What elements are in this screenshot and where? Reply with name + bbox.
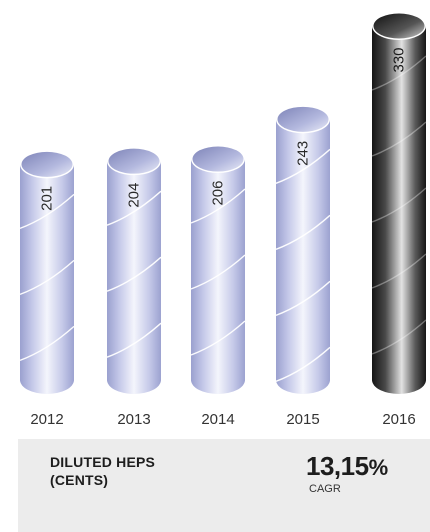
bar-top — [192, 146, 244, 172]
bar-seam — [190, 320, 246, 356]
bar-seam — [371, 319, 427, 355]
x-tick-label: 2012 — [30, 411, 63, 428]
bar-chart: 201 2012 204 2013 206 2014 243 2015 330 2016 — [19, 12, 427, 428]
x-tick-label: 2013 — [117, 411, 150, 428]
x-tick-label: 2015 — [286, 411, 319, 428]
bar-seam — [106, 256, 162, 292]
bar-value-label: 206 — [210, 181, 227, 206]
bar-2014 — [190, 145, 246, 394]
x-tick-label: 2014 — [201, 411, 234, 428]
bar-seam — [275, 148, 331, 184]
cagr-label: CAGR — [309, 483, 341, 495]
bar-seam — [106, 190, 162, 226]
metric-title-line2: (CENTS) — [50, 472, 109, 488]
x-tick-label: 2016 — [382, 411, 415, 428]
bar-seam — [371, 55, 427, 91]
footer-panel: DILUTED HEPS (CENTS) 13,15% CAGR — [18, 439, 430, 532]
bar-seam — [371, 253, 427, 289]
metric-title: DILUTED HEPS (CENTS) — [50, 453, 250, 489]
cagr-unit: % — [368, 455, 389, 480]
bar-top — [108, 148, 160, 174]
metric-title-line1: DILUTED HEPS — [50, 454, 156, 470]
bar-value-label: 201 — [39, 186, 56, 211]
bar-seam — [19, 259, 75, 296]
bar-body — [372, 26, 426, 394]
cagr-value: 13,15% — [306, 451, 388, 483]
bar-seam — [190, 254, 246, 290]
bar-body — [276, 119, 330, 395]
bar-2015 — [275, 105, 331, 395]
bar-seam — [106, 322, 162, 358]
bar-value-label: 330 — [391, 47, 408, 72]
bar-2016 — [371, 12, 427, 394]
cagr-number: 13,15 — [306, 451, 369, 481]
bar-2012 — [19, 150, 75, 394]
bar-top — [373, 13, 425, 39]
bar-seam — [275, 214, 331, 250]
bar-seam — [190, 188, 246, 224]
bar-seam — [19, 325, 75, 362]
bar-value-label: 243 — [295, 141, 312, 166]
bar-seam — [371, 121, 427, 157]
bar-seam — [371, 187, 427, 223]
bar-top — [21, 151, 73, 177]
bar-value-label: 204 — [126, 183, 143, 208]
bar-seam — [275, 346, 331, 382]
bar-seam — [19, 193, 75, 230]
bar-seam — [275, 280, 331, 316]
bar-top — [277, 106, 329, 132]
bar-2013 — [106, 147, 162, 394]
